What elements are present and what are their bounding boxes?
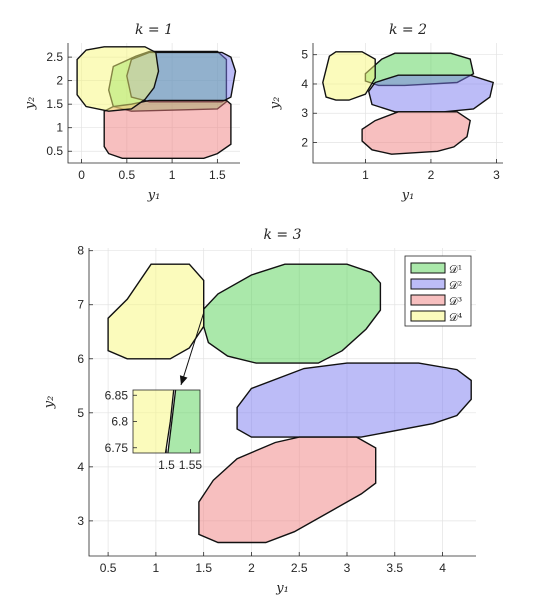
y-tick-label: 2 xyxy=(56,74,63,88)
y-tick-label: 6.75 xyxy=(105,441,129,455)
region-4 xyxy=(322,51,376,101)
chart-title: k = 2 xyxy=(389,22,427,38)
x-axis-label: y₁ xyxy=(147,188,161,203)
zoom-arrow-head xyxy=(179,375,188,385)
x-tick-label: 1 xyxy=(362,168,369,182)
x-tick-label: 1.5 xyxy=(209,168,226,182)
legend-swatch xyxy=(410,278,446,290)
y-tick-label: 6.8 xyxy=(111,415,128,429)
region-3 xyxy=(361,111,471,155)
tick-labels: 0.5 1 1.5 2 2.5 3 3.5 4 3 4 5 6 7 8 xyxy=(77,244,446,575)
x-tick-label: 1 xyxy=(153,561,160,575)
y-tick-label: 2 xyxy=(301,136,308,150)
y-tick-label: 6 xyxy=(77,352,84,366)
chart-2: 1 2 3 2 3 4 5 k = 2 y₁ y₂ xyxy=(268,22,503,203)
chart-1: 0 0.5 1 1.5 0.5 1 1.5 2 2.5 k = 1 y₁ y₂ xyxy=(23,22,240,203)
tick-labels: 0 0.5 1 1.5 0.5 1 1.5 2 2.5 xyxy=(46,50,226,182)
x-axis-label: y₁ xyxy=(401,188,415,203)
y-tick-label: 3 xyxy=(77,514,84,528)
inset-boundary-yellow xyxy=(164,389,175,454)
x-tick-label: 0 xyxy=(78,168,85,182)
region-3 xyxy=(198,436,377,544)
y-axis-label: y₂ xyxy=(268,97,283,111)
x-tick-label: 1.5 xyxy=(158,458,175,472)
tick-labels: 1.5 1.55 6.75 6.8 6.85 xyxy=(105,388,203,472)
legend-swatch xyxy=(410,262,446,274)
legend-label: 𝒟² xyxy=(449,279,462,292)
inset-zoom: 1.5 1.55 6.75 6.8 6.85 xyxy=(105,388,203,472)
legend-label: 𝒟⁴ xyxy=(449,311,463,324)
x-tick-label: 2 xyxy=(428,168,435,182)
inset-boundary-green xyxy=(167,389,177,454)
region-4 xyxy=(76,46,160,112)
y-tick-label: 5 xyxy=(77,406,84,420)
y-axis-label: y₂ xyxy=(23,97,38,111)
region-2 xyxy=(236,362,472,438)
tick-labels: 1 2 3 2 3 4 5 xyxy=(301,48,500,182)
legend-swatch xyxy=(410,294,446,306)
y-tick-label: 6.85 xyxy=(105,388,129,402)
x-tick-label: 0.5 xyxy=(118,168,135,182)
axis-lines xyxy=(67,43,240,164)
x-tick-label: 3 xyxy=(344,561,351,575)
y-tick-label: 7 xyxy=(77,298,84,312)
legend-label: 𝒟³ xyxy=(449,295,462,308)
x-tick-label: 2 xyxy=(248,561,255,575)
x-tick-label: 1 xyxy=(169,168,176,182)
y-tick-label: 4 xyxy=(77,460,84,474)
chart-title: k = 1 xyxy=(135,22,173,38)
inset-region-green xyxy=(167,390,200,453)
axis-lines xyxy=(312,43,503,164)
legend: 𝒟¹ 𝒟² 𝒟³ 𝒟⁴ xyxy=(404,255,472,327)
region-2 xyxy=(367,74,495,113)
region-1 xyxy=(202,263,382,364)
y-tick-label: 1.5 xyxy=(46,97,63,111)
y-tick-label: 1 xyxy=(56,121,63,135)
y-tick-label: 8 xyxy=(77,244,84,258)
x-tick-label: 1.55 xyxy=(179,458,203,472)
y-tick-label: 3 xyxy=(301,106,308,120)
legend-swatch xyxy=(410,310,446,322)
x-axis-label: y₁ xyxy=(275,581,289,596)
legend-label: 𝒟¹ xyxy=(449,263,462,276)
region-3 xyxy=(103,99,232,160)
y-tick-label: 0.5 xyxy=(46,144,63,158)
zoom-arrow xyxy=(180,312,205,386)
x-tick-label: 3 xyxy=(493,168,500,182)
y-tick-label: 4 xyxy=(301,77,308,91)
chart-title: k = 3 xyxy=(263,227,301,243)
x-tick-label: 2.5 xyxy=(291,561,308,575)
y-axis-label: y₂ xyxy=(42,396,57,410)
region-4 xyxy=(107,263,205,360)
y-tick-label: 2.5 xyxy=(46,50,63,64)
x-tick-label: 3.5 xyxy=(386,561,403,575)
x-tick-label: 0.5 xyxy=(100,561,117,575)
inset-region-yellow xyxy=(133,390,174,453)
chart-3: 0.5 1 1.5 2 2.5 3 3.5 4 3 4 5 6 7 8 k = 3 y₁ y₂ 𝒟¹ 𝒟² 𝒟³ 𝒟⁴ 1… xyxy=(42,227,476,596)
x-tick-label: 4 xyxy=(439,561,446,575)
x-tick-label: 1.5 xyxy=(195,561,212,575)
y-tick-label: 5 xyxy=(301,48,308,62)
